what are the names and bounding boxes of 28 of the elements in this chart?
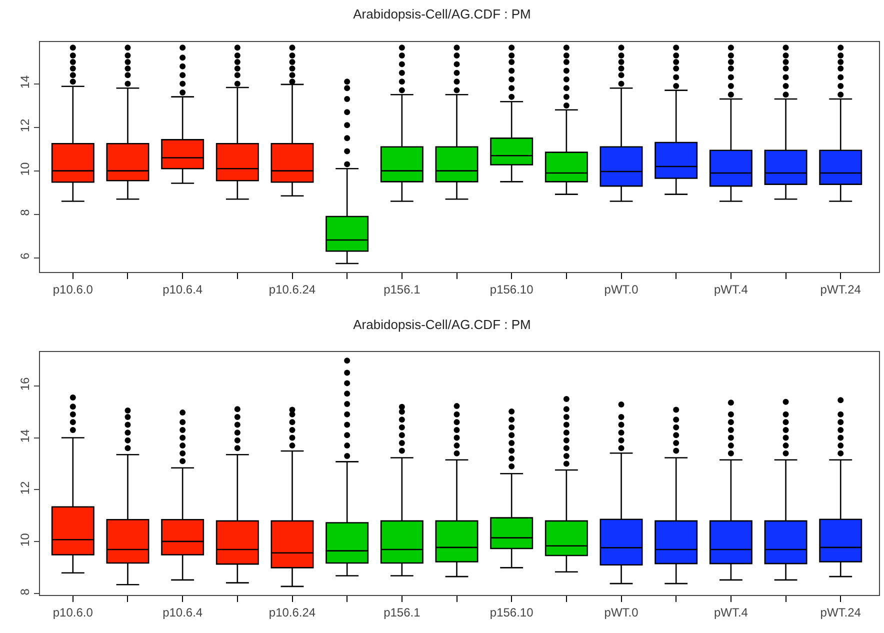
x-tick-label: pWT.24 <box>820 282 862 296</box>
x-tick-label: p156.10 <box>490 282 534 296</box>
x-tick-label: p156.1 <box>384 282 421 296</box>
y-tick-label: 14 <box>18 428 32 443</box>
y-tick-label: 16 <box>18 376 32 391</box>
x-tick-label: p10.6.4 <box>162 282 203 296</box>
y-tick-label: 12 <box>18 118 32 132</box>
chart-title: Arabidopsis-Cell/AG.CDF : PM <box>353 316 531 332</box>
y-tick-label: 6 <box>18 252 32 260</box>
x-tick-label: pWT.4 <box>714 605 748 620</box>
x-tick-label: p10.6.4 <box>162 605 203 620</box>
x-tick-label: pWT.0 <box>604 282 639 296</box>
x-tick-label: p156.1 <box>384 605 421 620</box>
x-tick-label: p156.10 <box>490 605 534 620</box>
y-tick-label: 12 <box>18 480 32 495</box>
y-tick-label: 8 <box>18 588 32 596</box>
x-tick-label: p10.6.24 <box>268 282 316 296</box>
x-tick-label: p10.6.0 <box>52 605 94 620</box>
x-tick-label: pWT.24 <box>820 605 862 620</box>
y-tick-label: 10 <box>18 162 32 176</box>
x-tick-label: pWT.0 <box>604 605 639 620</box>
y-tick-label: 14 <box>18 74 32 89</box>
x-tick-label: p10.6.0 <box>52 282 94 296</box>
x-tick-label: p10.6.24 <box>268 605 316 620</box>
x-tick-label: pWT.4 <box>714 282 748 296</box>
y-tick-label: 10 <box>18 532 32 547</box>
y-tick-label: 8 <box>18 208 32 216</box>
chart-title: Arabidopsis-Cell/AG.CDF : PM <box>353 6 531 22</box>
